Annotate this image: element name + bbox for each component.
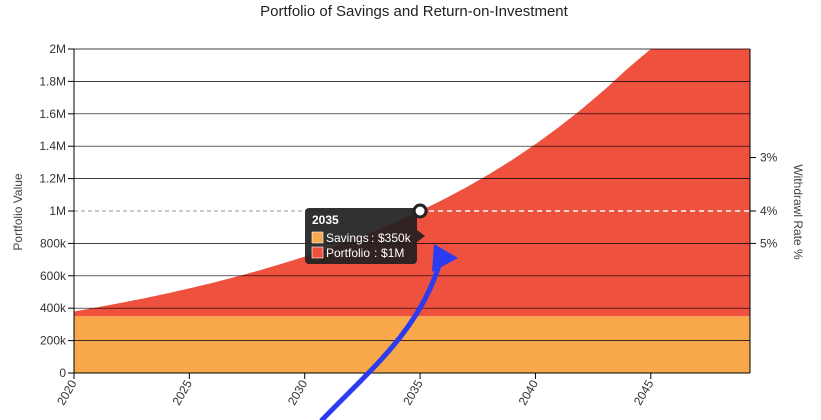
x-tick-label: 2020: [54, 377, 80, 407]
y-tick-label: 2M: [49, 42, 66, 56]
y-tick-label: 1.6M: [39, 107, 66, 121]
x-axis: 2020 2025 2030 2035 2040 2045: [54, 372, 750, 408]
tooltip-portfolio-colon: :: [374, 246, 377, 260]
x-tick-label: 2030: [285, 377, 311, 407]
portfolio-area: [74, 49, 750, 317]
y-tick-label: 0: [59, 366, 66, 380]
x-tick-label: 2035: [400, 377, 426, 407]
chart-tooltip: 2035 Savings : $350k Portfolio : $1M: [305, 208, 425, 264]
tooltip-box: [305, 208, 417, 264]
y-tick-label: 200k: [40, 334, 67, 348]
y-tick-label: 1M: [49, 204, 66, 218]
y-tick-label: 600k: [40, 269, 67, 283]
tooltip-pointer: [417, 230, 425, 242]
savings-area: [74, 316, 750, 373]
x-tick-label: 2040: [516, 377, 542, 407]
annotation-arrow-icon: [319, 244, 458, 420]
y2-tick-label: 3%: [760, 151, 778, 165]
tooltip-swatch-portfolio: [311, 246, 324, 259]
hover-point-marker[interactable]: [412, 203, 428, 219]
y2-axis-title: Withdrawl Rate %: [791, 164, 805, 260]
tooltip-savings-value: $350k: [378, 231, 412, 245]
y-tick-label: 800k: [40, 236, 67, 250]
y2-axis: 3% 4% 5%: [749, 49, 778, 373]
tooltip-title: 2035: [312, 213, 339, 227]
y2-tick-label: 5%: [760, 236, 778, 250]
tooltip-portfolio-label: Portfolio: [326, 246, 370, 260]
y2-tick-label: 4%: [760, 204, 778, 218]
y-axis: 0 200k 400k 600k 800k 1M 1.2M 1.4M 1.6M 1.8M 2M: [39, 42, 75, 380]
y-tick-label: 1.4M: [39, 139, 66, 153]
tooltip-savings-colon: :: [371, 231, 374, 245]
x-tick-label: 2025: [169, 377, 195, 407]
y-tick-label: 1.2M: [39, 172, 66, 186]
y-axis-title: Portfolio Value: [11, 173, 25, 250]
tooltip-swatch-savings: [311, 231, 324, 244]
x-tick-label: 2045: [631, 377, 657, 407]
chart-title: Portfolio of Savings and Return-on-Inves…: [260, 3, 568, 20]
tooltip-portfolio-value: $1M: [381, 246, 404, 260]
plot-area[interactable]: [74, 48, 750, 374]
y-tick-label: 1.8M: [39, 74, 66, 88]
y-tick-label: 400k: [40, 301, 67, 315]
tooltip-savings-label: Savings: [326, 231, 369, 245]
